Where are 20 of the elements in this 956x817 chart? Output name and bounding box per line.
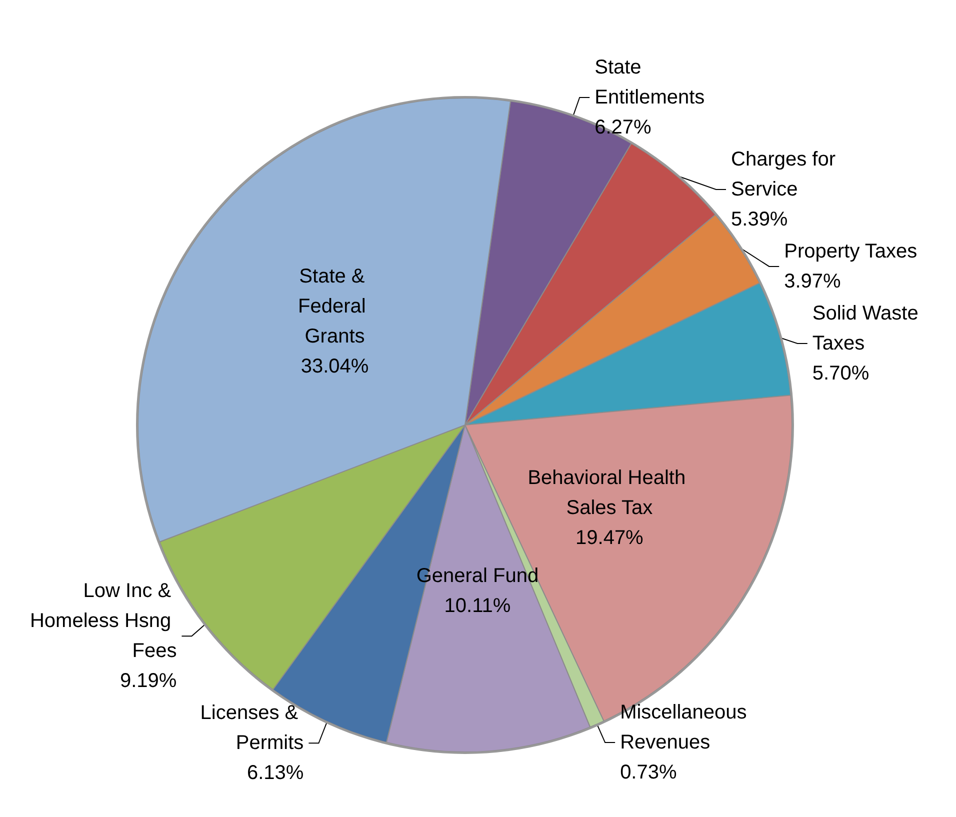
slice-label: Solid Waste Taxes — [812, 302, 924, 354]
data-label: 3.97% — [784, 270, 842, 292]
slice-label: Miscellaneous Revenues — [620, 701, 752, 754]
slice-label: Low Inc & Homeless Hsng Fees — [30, 580, 177, 662]
slice-label: State & Federal Grants — [298, 265, 372, 348]
slice-label: Charges for Service — [731, 148, 842, 200]
data-label: 6.27% — [594, 116, 652, 138]
data-label: 19.47% — [576, 526, 644, 549]
slice-label: State Entitlements — [594, 56, 705, 108]
slice-label: Behavioral Health Sales Tax — [528, 466, 692, 519]
data-label: 9.19% — [120, 670, 177, 692]
data-label: 6.13% — [246, 762, 304, 784]
data-label: 10.11% — [444, 595, 511, 618]
slice-label: Licenses & Permits — [200, 702, 304, 754]
data-label: 5.70% — [812, 362, 870, 384]
slice-label: Property Taxes — [784, 240, 918, 262]
data-label: 5.39% — [731, 208, 788, 230]
data-label: 0.73% — [620, 761, 677, 784]
slice-label: General Fund — [416, 565, 539, 588]
data-label: 33.04% — [300, 355, 369, 378]
